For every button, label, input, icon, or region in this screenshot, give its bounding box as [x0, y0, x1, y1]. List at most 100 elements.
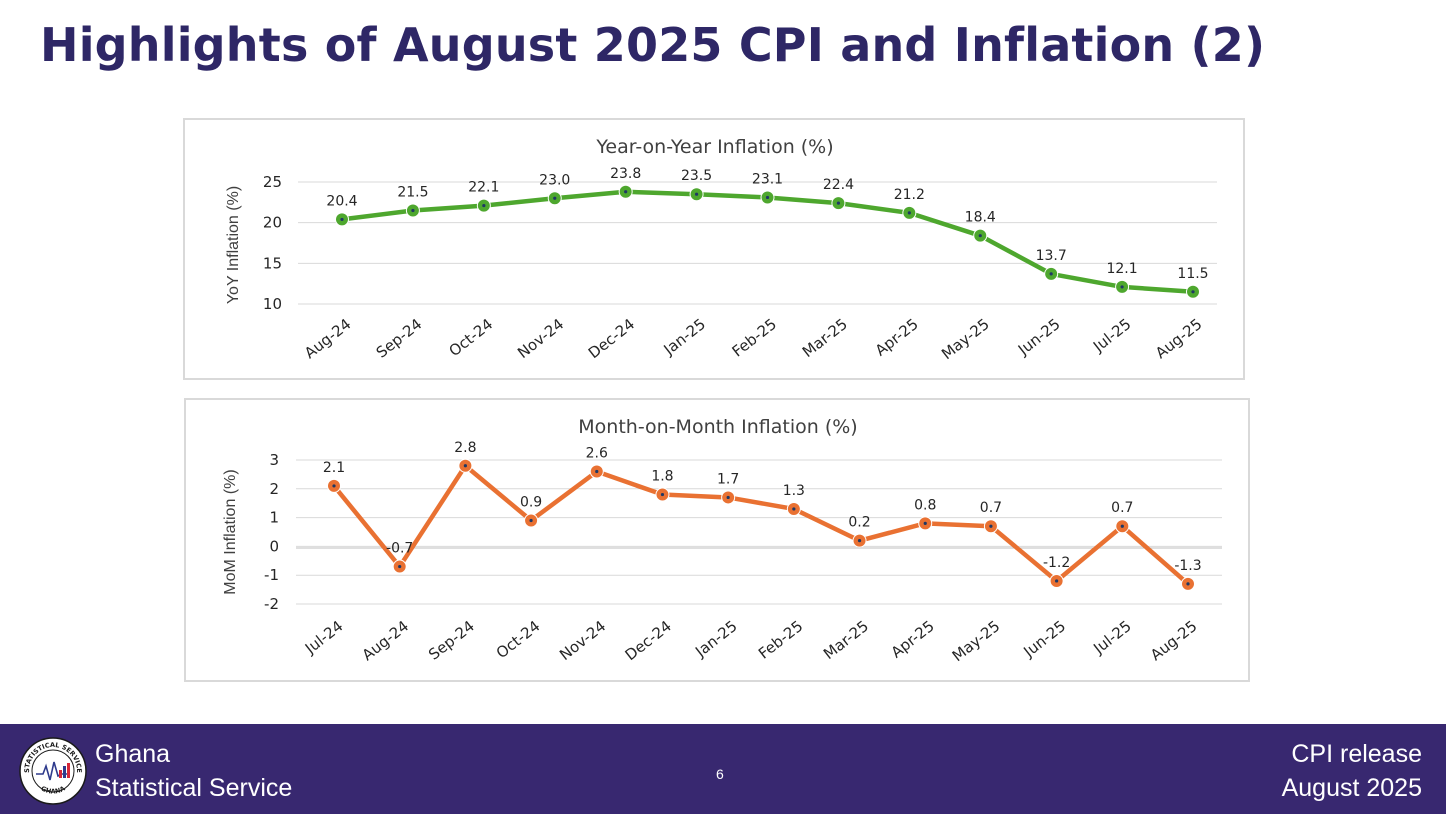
series-line: [339, 189, 1196, 295]
data-label: -1.2: [1043, 555, 1070, 571]
data-label: 0.7: [1111, 500, 1133, 516]
x-tick-label: Sep-24: [373, 315, 426, 362]
data-point-center: [989, 524, 993, 528]
data-point-center: [792, 507, 796, 511]
data-point-center: [857, 539, 862, 543]
data-point-center: [624, 190, 628, 194]
data-point-center: [553, 196, 557, 200]
data-point-center: [595, 469, 599, 474]
x-tick-label: Jun-25: [1014, 315, 1064, 359]
x-tick-label: Dec-24: [622, 617, 675, 664]
data-point-center: [907, 211, 911, 215]
y-tick-label: 20: [263, 214, 282, 232]
y-tick-label: 1: [269, 509, 279, 527]
data-label: 1.3: [783, 483, 805, 499]
chart-title: Year-on-Year Inflation (%): [595, 136, 833, 158]
yoy-chart-svg: Year-on-Year Inflation (%) 10 15 20 25 YoY In…: [225, 136, 1217, 363]
data-label: 21.5: [397, 184, 428, 200]
y-axis-label: MoM Inflation (%): [222, 469, 239, 594]
data-point-center: [1186, 582, 1190, 586]
y-tick-label: -1: [264, 566, 279, 584]
x-tick-label: Mar-25: [799, 315, 851, 361]
series-line: [331, 463, 1191, 587]
x-tick-label: Nov-24: [514, 315, 567, 362]
data-label: 23.8: [610, 166, 641, 182]
x-tick-label: Oct-24: [493, 617, 544, 662]
data-point-center: [765, 195, 770, 200]
y-tick-label: 2: [269, 480, 279, 498]
data-label: 22.4: [823, 177, 854, 193]
release-date: August 2025: [1281, 774, 1422, 802]
y-tick-label: 15: [263, 254, 282, 272]
data-point-center: [978, 234, 982, 238]
mom-chart-svg: Month-on-Month Inflation (%) -2 -1 0 1 2 3 MoM …: [222, 416, 1222, 665]
x-tick-label: Feb-25: [755, 617, 806, 663]
y-tick-label: 25: [263, 173, 282, 191]
logo-text-bottom: GHANA: [40, 784, 67, 795]
org-name-line1: Ghana: [95, 740, 171, 768]
x-tick-label: Jan-25: [660, 315, 709, 359]
data-label: 0.7: [980, 500, 1002, 516]
chart-title: Month-on-Month Inflation (%): [578, 416, 857, 438]
y-axis-label: YoY Inflation (%): [225, 186, 242, 304]
data-label: 23.0: [539, 172, 570, 188]
data-point-center: [1055, 579, 1059, 583]
y-tick-label: 10: [263, 295, 282, 313]
slide-title: Highlights of August 2025 CPI and Inflat…: [40, 18, 1266, 72]
yoy-chart: Year-on-Year Inflation (%) 10 15 20 25 YoY In…: [183, 118, 1245, 380]
data-label: 18.4: [965, 210, 996, 226]
data-point-center: [1120, 524, 1124, 528]
data-point-center: [463, 464, 467, 468]
x-tick-label: May-25: [938, 315, 993, 363]
data-point-center: [694, 192, 699, 196]
x-tick-label: Nov-24: [556, 617, 609, 664]
data-label: 11.5: [1177, 266, 1208, 282]
data-label: 23.5: [681, 168, 712, 184]
data-label: -0.7: [386, 541, 413, 557]
x-tick-label: Apr-25: [888, 617, 938, 662]
x-tick-label: Feb-25: [729, 315, 780, 361]
release-label: CPI release: [1291, 740, 1422, 768]
gss-logo: STATISTICAL SERVICE GHANA: [19, 737, 87, 805]
data-point-center: [1120, 285, 1124, 289]
x-tick-label: Dec-24: [585, 315, 638, 362]
data-point-center: [332, 484, 336, 488]
x-tick-label: Jun-25: [1019, 617, 1069, 661]
data-point-center: [726, 495, 730, 500]
x-tick-label: Jan-25: [691, 617, 740, 661]
data-label: 2.1: [323, 460, 345, 476]
data-point-center: [1191, 290, 1195, 294]
data-point-center: [482, 203, 486, 208]
footer-bar: STATISTICAL SERVICE GHANA Ghana Statisti…: [0, 724, 1446, 814]
x-tick-label: Mar-25: [820, 617, 872, 663]
x-tick-label: Sep-24: [425, 617, 478, 664]
mom-chart: Month-on-Month Inflation (%) -2 -1 0 1 2 3 MoM …: [184, 398, 1250, 682]
data-label: 22.1: [468, 180, 499, 196]
data-point-center: [398, 564, 402, 569]
data-label: 1.7: [717, 471, 739, 487]
data-label: 20.4: [326, 193, 357, 209]
data-label: -1.3: [1174, 558, 1201, 574]
data-point-center: [1049, 272, 1053, 276]
data-label: 13.7: [1036, 248, 1067, 264]
x-tick-label: Aug-24: [301, 315, 354, 362]
svg-text:GHANA: GHANA: [40, 784, 67, 795]
data-label: 0.2: [848, 515, 870, 531]
x-tick-label: Aug-25: [1152, 315, 1205, 362]
page-number: 6: [716, 766, 724, 782]
data-point-center: [660, 492, 665, 497]
x-tick-label: Aug-25: [1147, 617, 1200, 664]
y-tick-label: 0: [269, 537, 279, 555]
x-tick-label: Jul-25: [1089, 315, 1134, 356]
data-label: 1.8: [651, 469, 673, 485]
x-tick-label: Jul-24: [301, 617, 346, 658]
data-point-center: [836, 201, 841, 205]
x-tick-label: Apr-25: [872, 315, 922, 360]
data-label: 12.1: [1106, 261, 1137, 277]
data-label: 23.1: [752, 171, 783, 187]
data-label: 2.6: [586, 446, 608, 462]
y-tick-label: 3: [269, 451, 279, 469]
x-tick-label: Aug-24: [359, 617, 412, 664]
data-label: 2.8: [454, 440, 476, 456]
data-point-center: [529, 518, 533, 523]
